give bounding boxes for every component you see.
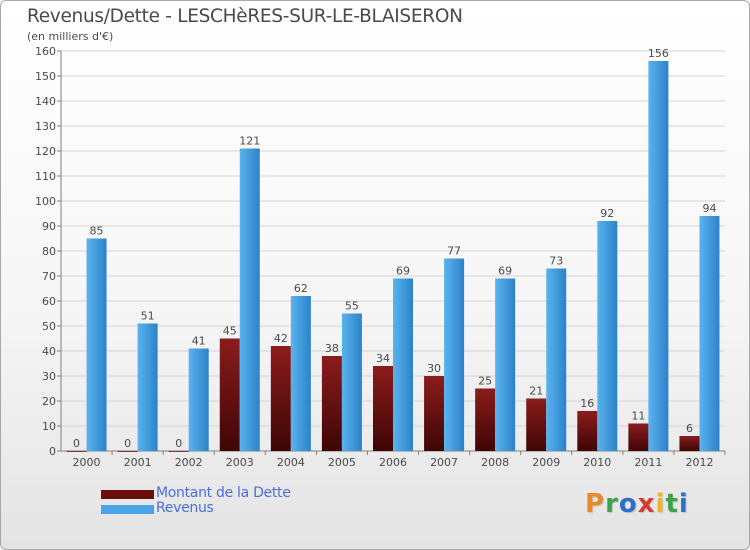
y-tick-label: 110	[35, 170, 56, 183]
bar-revenus	[393, 278, 413, 451]
bar-revenus	[137, 323, 158, 451]
bar-revenus	[648, 61, 669, 451]
x-tick-label: 2011	[634, 456, 662, 469]
chart-subtitle: (en milliers d'€)	[27, 30, 114, 43]
chart-title: Revenus/Dette - LESCHèRES-SUR-LE-BLAISER…	[27, 6, 463, 27]
data-label-revenus: 55	[345, 300, 359, 313]
y-tick-label: 80	[42, 245, 56, 258]
legend-label-dette: Montant de la Dette	[156, 485, 291, 501]
bar-dette	[679, 436, 700, 451]
data-label-revenus: 94	[702, 202, 716, 215]
data-label-dette: 16	[580, 397, 594, 410]
data-label-dette: 0	[175, 437, 182, 450]
y-tick-label: 40	[42, 345, 56, 358]
y-tick-label: 0	[49, 445, 56, 458]
logo-letter: P	[585, 489, 606, 519]
bar-revenus	[699, 216, 720, 451]
logo-letter: i	[678, 489, 689, 519]
bar-revenus	[341, 313, 362, 451]
data-label-dette: 0	[124, 437, 131, 450]
x-tick-label: 2002	[175, 456, 203, 469]
data-label-dette: 21	[529, 385, 543, 398]
bar-revenus	[597, 221, 618, 451]
y-tick-label: 150	[35, 70, 56, 83]
proxiti-logo: Proxiti	[585, 489, 689, 519]
logo-letter: r	[605, 489, 619, 519]
x-tick-label: 2007	[430, 456, 458, 469]
legend-label-revenus: Revenus	[156, 500, 214, 516]
data-label-dette: 30	[427, 362, 441, 375]
data-label-dette: 6	[686, 422, 693, 435]
bar-revenus	[86, 238, 107, 451]
bar-revenus	[239, 148, 260, 451]
bar-dette	[577, 411, 598, 451]
y-tick-label: 100	[35, 195, 56, 208]
x-tick-label: 2003	[226, 456, 254, 469]
data-label-dette: 25	[478, 375, 492, 388]
y-tick-label: 140	[35, 95, 56, 108]
logo-letter: x	[637, 489, 656, 519]
bar-dette	[373, 366, 393, 451]
data-label-revenus: 41	[192, 335, 206, 348]
x-tick-label: 2008	[481, 456, 509, 469]
data-label-dette: 42	[274, 332, 288, 345]
data-label-dette: 11	[631, 410, 645, 423]
data-label-dette: 45	[223, 325, 237, 338]
data-label-revenus: 73	[549, 255, 563, 268]
y-tick-label: 50	[42, 320, 56, 333]
y-tick-label: 60	[42, 295, 56, 308]
y-tick-label: 90	[42, 220, 56, 233]
data-label-revenus: 121	[239, 135, 260, 148]
bar-dette	[628, 423, 649, 451]
data-label-dette: 0	[73, 437, 80, 450]
x-tick-label: 2005	[328, 456, 356, 469]
x-tick-label: 2009	[532, 456, 560, 469]
data-label-revenus: 77	[447, 245, 461, 258]
bar-dette	[321, 356, 342, 451]
x-tick-label: 2004	[277, 456, 305, 469]
data-label-revenus: 156	[648, 47, 669, 60]
logo-letter: t	[665, 489, 679, 519]
data-label-revenus: 85	[90, 225, 104, 238]
bar-dette	[424, 376, 445, 451]
bar-dette	[168, 451, 189, 452]
data-label-revenus: 69	[498, 265, 512, 278]
y-tick-label: 30	[42, 370, 56, 383]
bar-dette	[66, 451, 87, 452]
bar-revenus	[444, 258, 465, 451]
bar-revenus	[290, 296, 311, 451]
data-label-revenus: 51	[141, 310, 155, 323]
x-tick-label: 2001	[124, 456, 152, 469]
bar-dette	[526, 398, 547, 451]
bar-dette	[117, 451, 138, 452]
bar-revenus	[546, 268, 567, 451]
x-tick-label: 2000	[73, 456, 101, 469]
bar-revenus	[495, 278, 516, 451]
data-label-revenus: 92	[600, 207, 614, 220]
y-tick-label: 70	[42, 270, 56, 283]
x-tick-label: 2012	[685, 456, 713, 469]
y-tick-label: 160	[35, 45, 56, 58]
legend-swatch-dette	[101, 490, 154, 499]
y-tick-label: 130	[35, 120, 56, 133]
y-tick-label: 120	[35, 145, 56, 158]
bar-revenus	[188, 348, 209, 451]
logo-letter: i	[655, 489, 666, 519]
data-label-dette: 38	[325, 342, 339, 355]
bar-dette	[219, 338, 240, 451]
data-label-revenus: 62	[294, 282, 308, 295]
bar-dette	[475, 388, 496, 451]
data-label-dette: 34	[376, 352, 390, 365]
x-tick-label: 2006	[379, 456, 407, 469]
logo-letter: o	[618, 489, 638, 519]
bar-dette	[270, 346, 291, 451]
data-label-revenus: 69	[396, 265, 410, 278]
y-tick-label: 10	[42, 420, 56, 433]
x-tick-label: 2010	[583, 456, 611, 469]
y-tick-label: 20	[42, 395, 56, 408]
legend-swatch-revenus	[101, 505, 154, 514]
